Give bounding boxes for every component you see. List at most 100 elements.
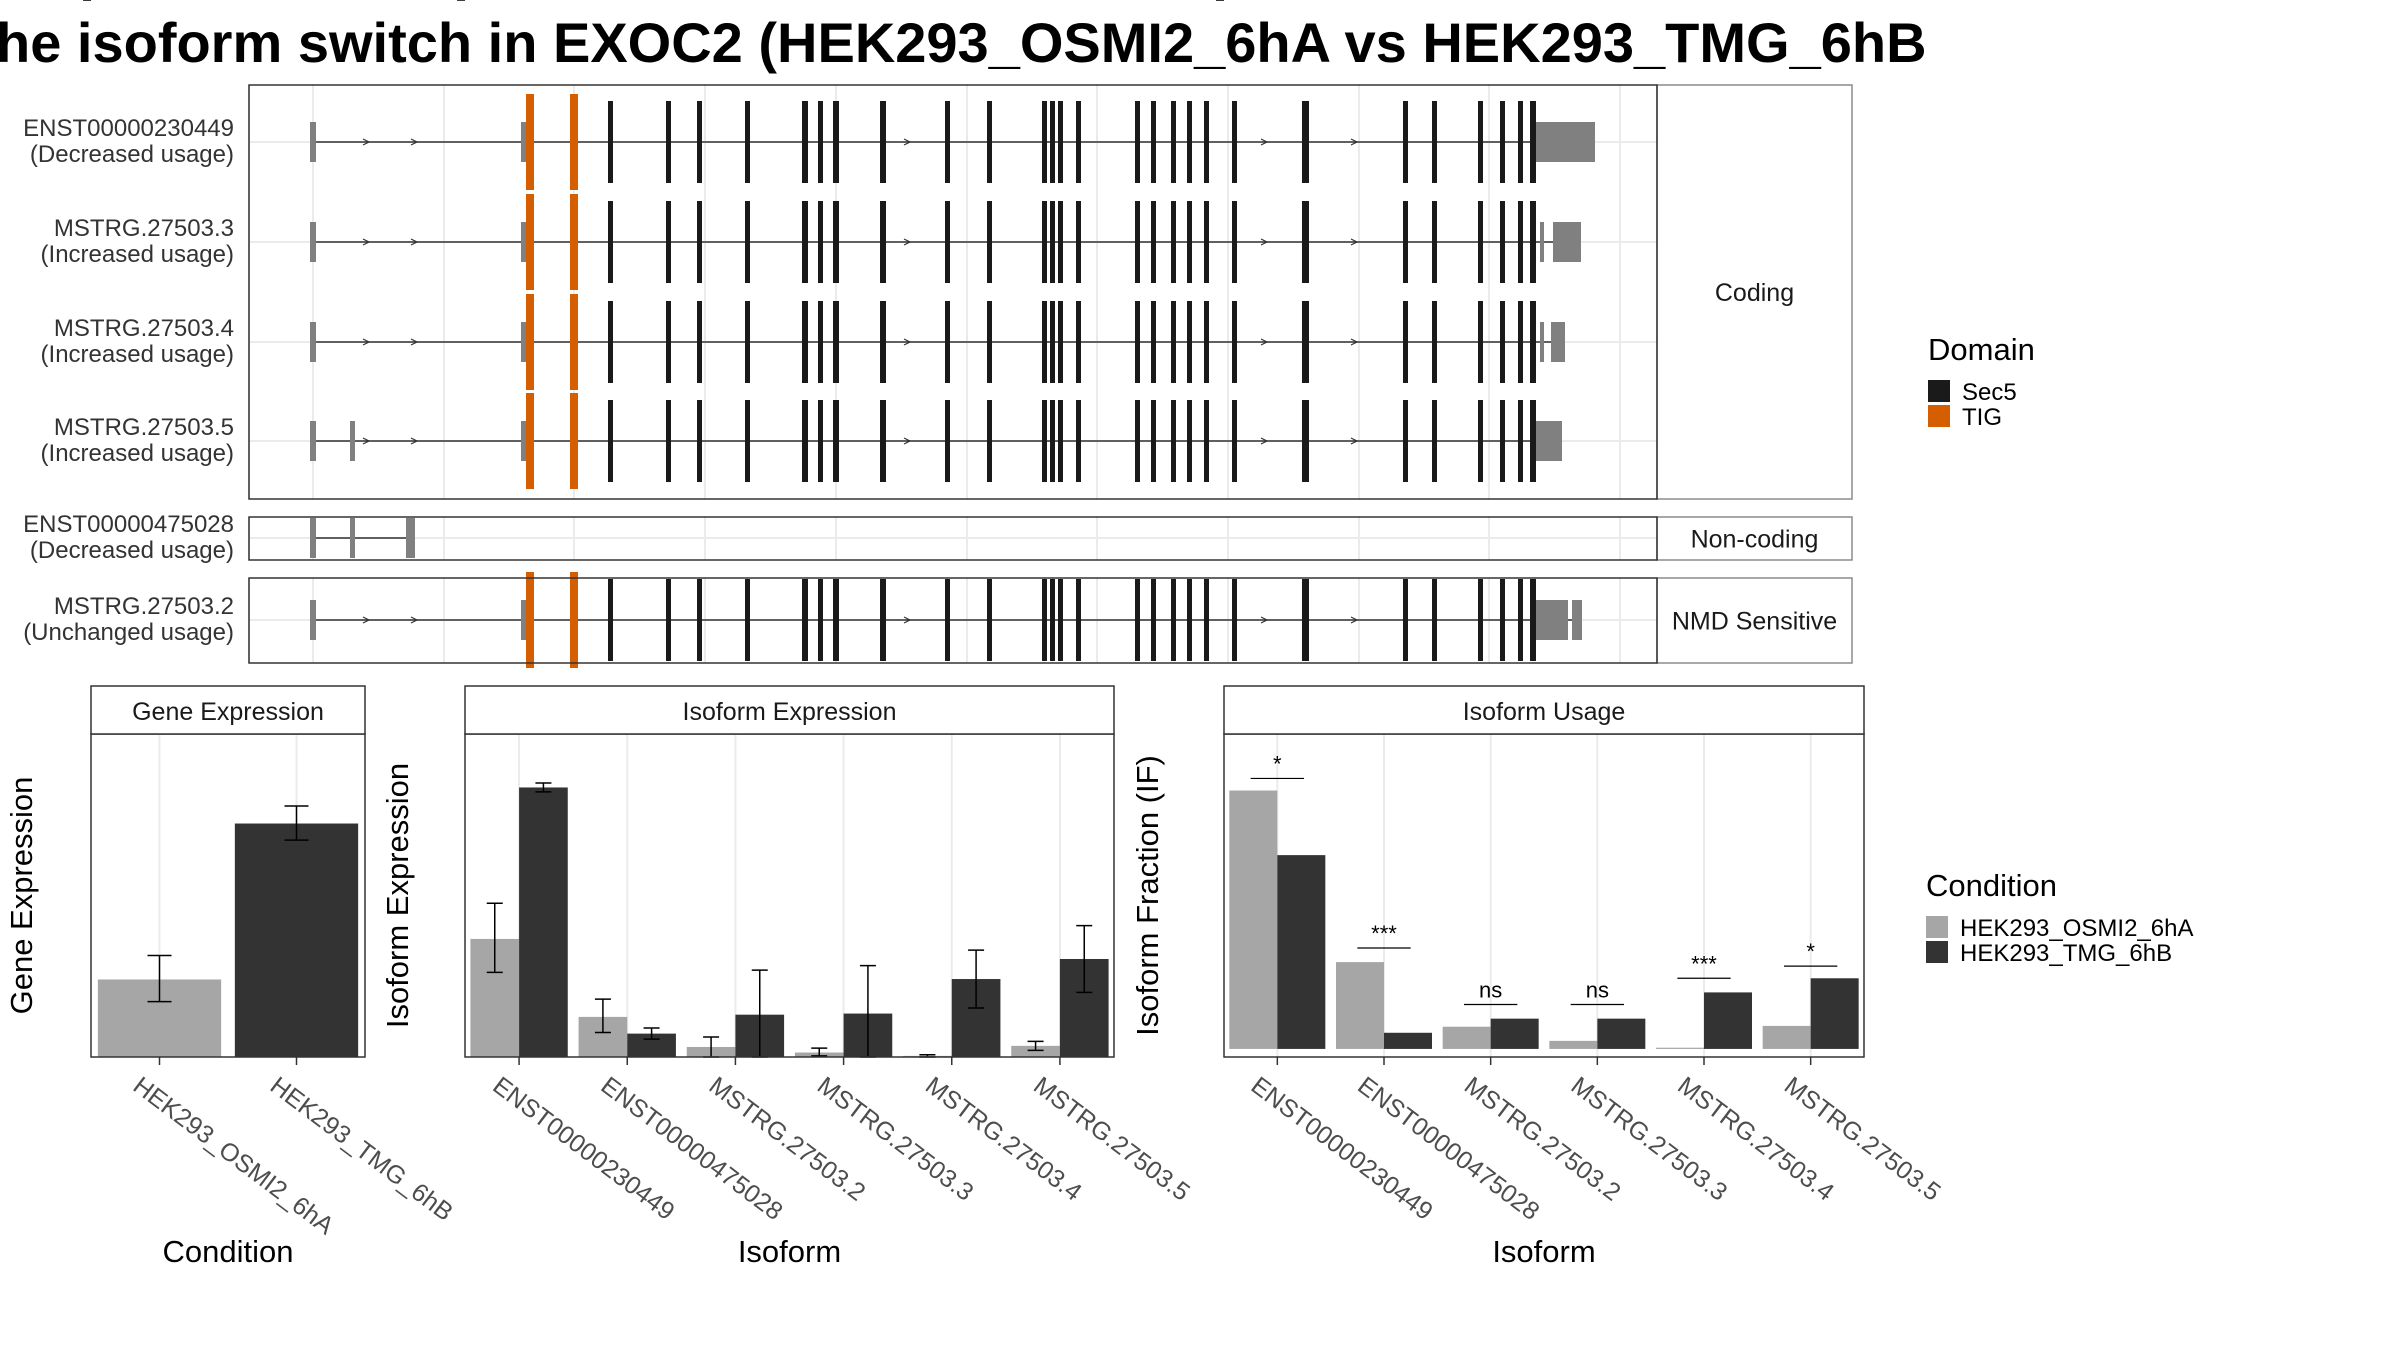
error-bar [147,954,172,1003]
tig-domain-exon [526,194,534,290]
sec5-domain-exon [608,201,613,283]
sec5-domain-exon [1187,101,1192,183]
sec5-domain-exon [1171,400,1176,482]
sec5-domain-exon [745,101,750,183]
significance-label: * [1806,939,1815,964]
transcript-id-label: ENST00000475028 [23,511,234,538]
sec5-domain-exon [802,400,808,482]
sec5-domain-exon [608,400,613,482]
y-tick-label: 5 [441,0,453,5]
bar-hek293_osmi2_6ha-mstrg-27503-4 [1656,1047,1704,1049]
panel-title: Isoform Expression [683,698,897,726]
legend-key-tig [1928,405,1950,427]
legend-key-cond-b [1926,941,1948,963]
sec5-domain-exon [1050,400,1055,482]
sec5-domain-exon [1432,301,1437,383]
x-tick-label: ENST00000230449 [487,1071,679,1226]
legend-label-cond-a: HEK293_OSMI2_6hA [1960,915,2193,942]
sec5-domain-exon [1171,101,1176,183]
bar-hek293_osmi2_6ha-mstrg-27503-2 [1442,1026,1491,1049]
facet-strip [1656,84,1853,500]
strand-arrow [1350,616,1359,624]
panel-strip [90,685,366,735]
sec5-domain-exon [1042,201,1047,283]
strand-arrow [1260,138,1269,146]
strand-arrow [903,437,912,445]
sec5-domain-exon [833,400,839,482]
condition-legend-title: Condition [1926,868,2057,903]
panel-title: Gene Expression [132,698,324,726]
transcript-id-label: MSTRG.27503.3 [54,215,234,242]
significance-label: *** [1691,951,1717,976]
sec5-domain-exon [1232,101,1237,183]
strand-arrow [1350,138,1359,146]
sec5-domain-exon [1171,579,1176,661]
plot-background [465,734,1114,1057]
sec5-domain-exon [1135,579,1140,661]
sec5-domain-exon [745,301,750,383]
y-tick-label: 10 [429,0,453,5]
y-tick-label: 20 [55,0,79,5]
sec5-domain-exon [1478,301,1483,383]
sec5-domain-exon [1204,579,1209,661]
sec5-domain-exon [1058,400,1063,482]
sec5-domain-exon [1151,400,1156,482]
sec5-domain-exon [666,579,671,661]
legend-key-cond-a [1926,916,1948,938]
sec5-domain-exon [1432,579,1437,661]
sec5-domain-exon [1076,301,1081,383]
bar-hek293_osmi2_6ha-mstrg-27503-3 [1549,1040,1598,1049]
sec5-domain-exon [1530,400,1536,482]
sec5-domain-exon [802,301,808,383]
sec5-domain-exon [666,201,671,283]
significance-label: ns [1586,978,1609,1003]
sec5-domain-exon [802,579,808,661]
y-tick-label: 0.2 [1181,0,1212,5]
sec5-domain-exon [818,400,823,482]
bar-hek293_tmg_6hb-enst00000230449 [519,787,568,1057]
sec5-domain-exon [945,579,950,661]
sec5-domain-exon [833,101,839,183]
sec5-domain-exon [1076,101,1081,183]
sec5-domain-exon [1050,101,1055,183]
sec5-domain-exon [1076,579,1081,661]
strand-arrow [410,338,419,346]
sec5-domain-exon [1302,201,1309,283]
y-tick-label: 0 [67,0,79,5]
sec5-domain-exon [987,101,992,183]
transcript-mstrg-27503-2: MSTRG.27503.2(Unchanged usage) [23,572,1582,668]
sec5-domain-exon [608,301,613,383]
transcript-id-label: MSTRG.27503.4 [54,315,234,342]
tig-domain-exon [526,572,534,668]
facet-strip [1656,577,1853,664]
exon-utr [1540,322,1544,362]
sec5-domain-exon [1478,400,1483,482]
sec5-domain-exon [1050,301,1055,383]
sec5-domain-exon [1403,579,1408,661]
facet-strip-label: Non-coding [1691,526,1819,554]
facet-background [249,85,1657,499]
tig-domain-exon [526,294,534,390]
sec5-domain-exon [1500,201,1505,283]
y-axis-title: Gene Expression [4,777,39,1015]
sec5-domain-exon [1204,101,1209,183]
x-axis-title: Condition [163,1234,294,1269]
transcript-usage-label: (Unchanged usage) [23,619,234,646]
sec5-domain-exon [697,400,702,482]
transcript-mstrg-27503-3: MSTRG.27503.3(Increased usage) [41,194,1581,290]
sec5-domain-exon [1135,101,1140,183]
sec5-domain-exon [697,201,702,283]
sec5-domain-exon [1076,400,1081,482]
exon-utr [521,421,526,461]
strand-arrow [362,338,371,346]
sec5-domain-exon [1171,301,1176,383]
sec5-domain-exon [1232,201,1237,283]
sec5-domain-exon [1403,201,1408,283]
sec5-domain-exon [1232,579,1237,661]
strand-arrow [1260,437,1269,445]
sec5-domain-exon [1500,400,1505,482]
domain-legend: Domain Sec5 TIG [1928,332,2035,431]
bar-hek293_tmg_6hb [234,823,359,1057]
strand-arrow [362,437,371,445]
